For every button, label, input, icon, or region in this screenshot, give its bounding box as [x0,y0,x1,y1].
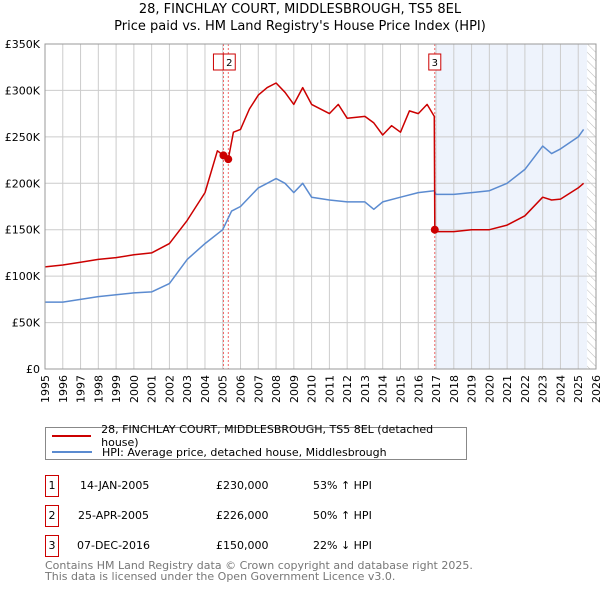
footer: Contains HM Land Registry data © Crown c… [45,560,473,582]
sale-marker-box [222,53,236,71]
sale-marker-label: 2 [226,58,232,69]
sale-point [224,155,233,164]
x-tick-label: 2018 [448,375,461,403]
x-tick-label: 2022 [519,375,532,403]
legend-label-hpi: HPI: Average price, detached house, Midd… [102,445,387,459]
x-tick-label: 1999 [110,375,123,403]
legend-label-property: 28, FINCHLAY COURT, MIDDLESBROUGH, TS5 8… [101,423,434,449]
x-tick-label: 2006 [235,375,248,403]
y-tick-label: £200K [5,177,41,190]
x-tick-label: 2002 [163,375,176,403]
legend: 28, FINCHLAY COURT, MIDDLESBROUGH, TS5 8… [45,423,467,460]
x-tick-label: 2013 [359,375,372,403]
x-tick-label: 2016 [412,375,425,403]
footer-copyright: Contains HM Land Registry data © Crown c… [45,559,473,572]
x-tick-label: 2007 [252,375,265,403]
x-tick-label: 2011 [323,375,336,403]
transaction-number: 2 [45,505,59,527]
x-tick-label: 1995 [39,375,52,403]
transaction-number: 1 [45,475,59,497]
transaction-date: 14-JAN-2005 [80,479,150,492]
y-tick-label: £0 [26,363,40,376]
x-tick-label: 2021 [501,375,514,403]
y-tick-label: £250K [5,131,41,144]
transaction-date: 07-DEC-2016 [77,539,151,552]
transaction-hpi: 53% ↑ HPI [313,479,372,492]
post-sale-shade [434,44,588,369]
x-tick-label: 2014 [377,375,390,403]
transaction-price: £230,000 [216,479,269,492]
y-tick-label: £350K [5,38,41,51]
x-tick-label: 2025 [572,375,585,403]
y-tick-label: £300K [5,84,41,97]
y-tick-label: £100K [5,270,41,283]
chart-subtitle: Price paid vs. HM Land Registry's House … [114,19,486,34]
x-tick-label: 2003 [181,375,194,403]
x-tick-label: 2019 [466,375,479,403]
y-tick-label: £50K [12,317,41,330]
x-tick-label: 2009 [288,375,301,403]
x-tick-label: 2017 [430,375,443,403]
sale-marker-box [428,53,442,71]
legend-swatch-property [52,435,92,437]
transaction-hpi: 22% ↓ HPI [313,539,372,552]
transaction-price: £226,000 [216,509,269,522]
plot-frame [44,43,597,370]
x-tick-label: 2012 [341,375,354,403]
x-tick-label: 1998 [92,375,105,403]
legend-item-property: 28, FINCHLAY COURT, MIDDLESBROUGH, TS5 8… [52,423,466,449]
series-line-hpi [45,128,585,303]
footer-licence: This data is licensed under the Open Gov… [45,570,396,583]
x-tick-label: 2010 [306,375,319,403]
chart-title: 28, FINCHLAY COURT, MIDDLESBROUGH, TS5 8… [138,2,462,17]
price-chart: 1995 1996 1997 1998 1999 2000 2001 2002 2003 2004… [5,38,600,403]
x-tick-label: 1996 [57,375,70,403]
x-tick-label: 1997 [75,375,88,403]
transaction-hpi: 50% ↑ HPI [313,509,372,522]
x-tick-label: 2005 [217,375,230,403]
x-tick-label: 2026 [590,375,600,403]
x-tick-label: 2001 [146,375,159,403]
x-tick-label: 2004 [199,375,212,403]
transaction-number: 3 [45,535,59,557]
sale-point [430,225,439,234]
x-tick-label: 2024 [554,375,567,403]
legend-swatch-hpi [52,451,92,453]
x-tick-label: 2008 [270,375,283,403]
transaction-date: 25-APR-2005 [78,509,150,522]
series-line-property [44,82,585,268]
sale-marker-label: 3 [432,58,438,69]
legend-item-hpi: HPI: Average price, detached house, Midd… [52,444,387,460]
x-tick-label: 2023 [537,375,550,403]
x-tick-label: 2000 [128,375,141,403]
y-tick-label: £150K [5,224,41,237]
transaction-price: £150,000 [216,539,269,552]
x-tick-label: 2015 [394,375,407,403]
x-tick-label: 2020 [483,375,496,403]
forecast-hatch [587,44,596,369]
